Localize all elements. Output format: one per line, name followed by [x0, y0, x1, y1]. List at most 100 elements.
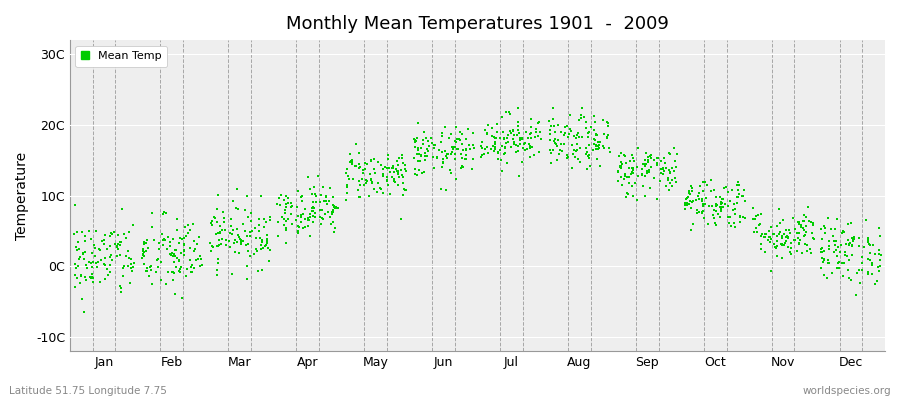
Point: [348, 163, 363, 170]
Point: [571, 156, 585, 162]
Point: [142, 264, 157, 270]
Point: [532, 149, 546, 156]
Point: [728, 210, 742, 217]
Point: [291, 222, 305, 229]
Point: [211, 256, 225, 262]
Point: [263, 216, 277, 223]
Point: [112, 283, 127, 290]
Point: [250, 248, 265, 254]
Point: [171, 258, 185, 265]
Point: [285, 221, 300, 227]
Point: [239, 242, 254, 248]
Point: [394, 216, 409, 222]
Point: [738, 198, 752, 204]
Point: [176, 248, 191, 254]
Point: [172, 268, 186, 274]
Point: [260, 231, 274, 238]
Point: [509, 132, 524, 139]
Point: [438, 148, 453, 154]
Point: [820, 275, 834, 281]
Point: [737, 187, 751, 194]
Point: [364, 179, 379, 185]
Point: [316, 216, 330, 222]
Point: [662, 150, 676, 156]
Point: [94, 256, 108, 263]
Point: [569, 135, 583, 142]
Point: [643, 184, 657, 191]
Point: [748, 216, 762, 222]
Point: [772, 220, 787, 226]
Point: [291, 230, 305, 236]
Point: [527, 134, 542, 140]
Point: [861, 234, 876, 241]
Point: [547, 129, 562, 136]
Point: [255, 237, 269, 244]
Point: [580, 119, 594, 126]
Point: [330, 204, 345, 211]
Point: [784, 251, 798, 257]
Point: [454, 155, 469, 161]
Point: [98, 232, 112, 238]
Point: [390, 158, 404, 164]
Point: [762, 228, 777, 235]
Point: [715, 196, 729, 202]
Point: [597, 145, 611, 152]
Point: [104, 252, 118, 258]
Point: [352, 165, 366, 171]
Point: [688, 196, 703, 203]
Point: [376, 166, 391, 172]
Point: [398, 187, 412, 194]
Point: [225, 271, 239, 278]
Point: [543, 118, 557, 124]
Point: [770, 242, 785, 249]
Point: [758, 234, 772, 240]
Point: [339, 170, 354, 176]
Point: [256, 245, 270, 251]
Point: [487, 133, 501, 140]
Point: [577, 114, 591, 120]
Point: [378, 164, 392, 170]
Point: [144, 210, 158, 217]
Point: [295, 198, 310, 204]
Point: [140, 265, 155, 271]
Point: [111, 246, 125, 252]
Point: [498, 150, 512, 156]
Point: [643, 152, 657, 159]
Point: [314, 192, 328, 198]
Point: [159, 281, 174, 288]
Point: [663, 170, 678, 176]
Point: [579, 125, 593, 131]
Point: [86, 242, 101, 248]
Point: [219, 236, 233, 243]
Point: [410, 172, 425, 178]
Point: [192, 256, 206, 262]
Point: [631, 173, 645, 179]
Point: [103, 262, 117, 268]
Point: [408, 139, 422, 145]
Point: [349, 162, 364, 169]
Point: [708, 202, 723, 209]
Point: [699, 182, 714, 188]
Point: [753, 245, 768, 252]
Point: [308, 191, 322, 197]
Point: [718, 183, 733, 190]
Point: [145, 280, 159, 287]
Point: [726, 201, 741, 207]
Point: [353, 194, 367, 201]
Point: [817, 272, 832, 278]
Point: [736, 193, 751, 200]
Point: [639, 150, 653, 157]
Point: [507, 141, 521, 148]
Point: [653, 166, 668, 172]
Point: [357, 159, 372, 166]
Point: [709, 203, 724, 209]
Point: [340, 173, 355, 179]
Point: [175, 294, 189, 301]
Point: [422, 143, 436, 150]
Point: [617, 173, 632, 180]
Point: [654, 170, 669, 176]
Point: [382, 191, 397, 198]
Point: [413, 145, 428, 151]
Point: [156, 242, 170, 249]
Point: [411, 145, 426, 152]
